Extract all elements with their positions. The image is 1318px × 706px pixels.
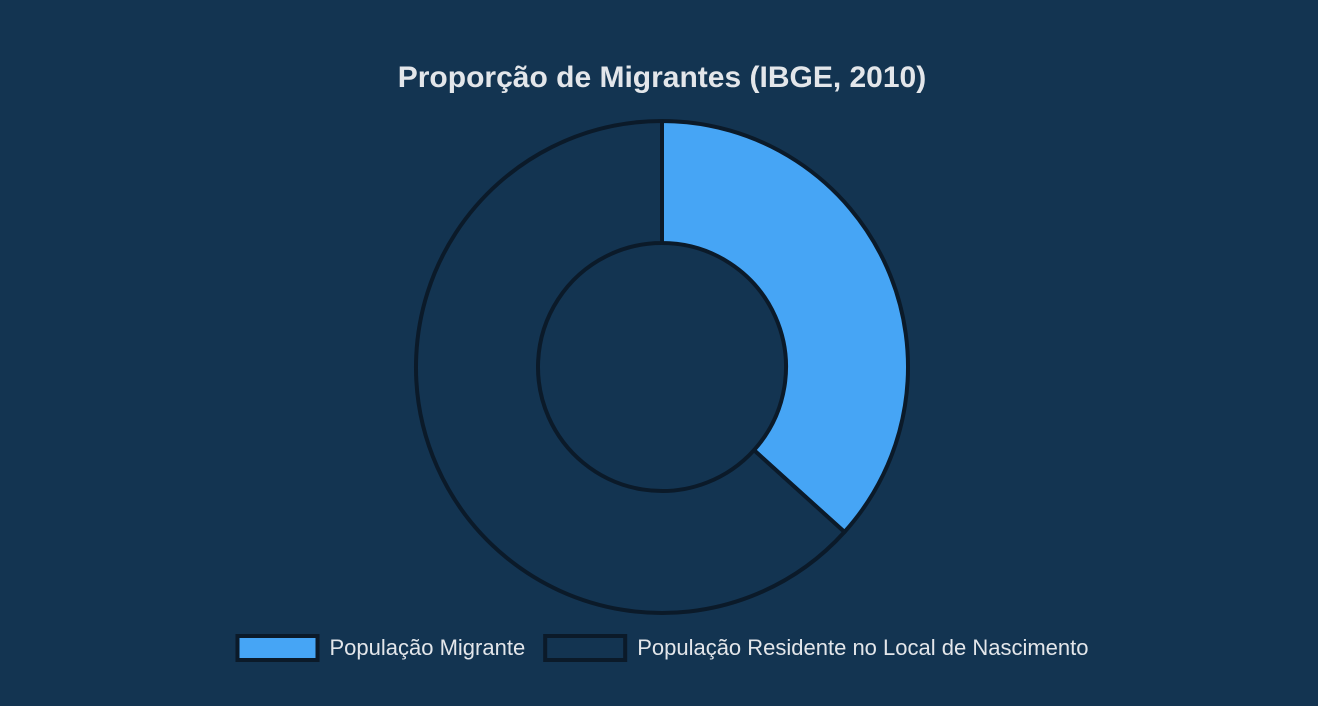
legend-label: População Residente no Local de Nascimen… xyxy=(637,635,1088,660)
chart-title: Proporção de Migrantes (IBGE, 2010) xyxy=(398,61,926,94)
doughnut-slice xyxy=(660,119,910,534)
legend-label: População Migrante xyxy=(330,635,526,660)
legend-swatch xyxy=(235,634,320,662)
doughnut-slice xyxy=(414,119,847,615)
legend-swatch xyxy=(543,634,628,662)
